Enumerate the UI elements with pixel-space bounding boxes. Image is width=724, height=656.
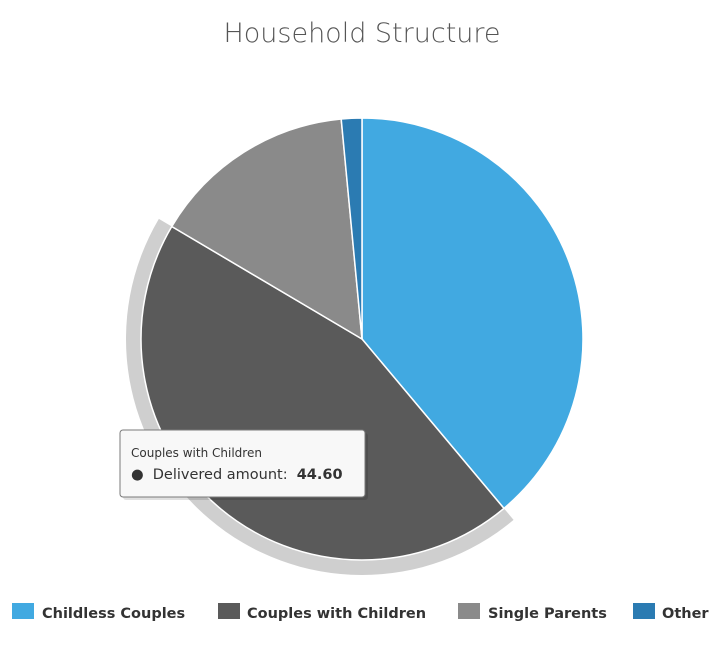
pie-slice-other[interactable] <box>340 117 363 340</box>
legend-item-couples-with-children[interactable]: Couples with Children <box>218 603 426 622</box>
legend-item-single-parents[interactable]: Single Parents <box>458 603 607 622</box>
pie-slice-single-parents[interactable] <box>171 118 363 340</box>
tooltip: Couples with Children ● Delivered amount… <box>119 429 368 500</box>
legend-item-other[interactable]: Other <box>633 603 709 622</box>
legend-label: Single Parents <box>488 606 607 622</box>
tooltip-header: Couples with Children <box>131 446 262 460</box>
pie-slice-childless-couples[interactable] <box>361 117 584 510</box>
legend-swatch <box>633 603 655 619</box>
chart-legend: Childless Couples Couples with Children … <box>12 603 709 622</box>
tooltip-value: 44.60 <box>297 467 343 483</box>
legend-item-childless-couples[interactable]: Childless Couples <box>12 603 185 622</box>
legend-swatch <box>458 603 480 619</box>
legend-label: Couples with Children <box>247 606 426 622</box>
legend-swatch <box>218 603 240 619</box>
tooltip-line: ● Delivered amount: 44.60 <box>131 464 343 483</box>
legend-swatch <box>12 603 34 619</box>
tooltip-bullet: ● <box>131 467 144 483</box>
legend-label: Other <box>662 606 709 622</box>
pie-slices <box>125 117 584 575</box>
tooltip-label: Delivered amount: <box>153 467 288 483</box>
legend-label: Childless Couples <box>42 606 185 622</box>
chart-title: Household Structure <box>223 18 500 49</box>
tooltip-box <box>119 429 366 498</box>
